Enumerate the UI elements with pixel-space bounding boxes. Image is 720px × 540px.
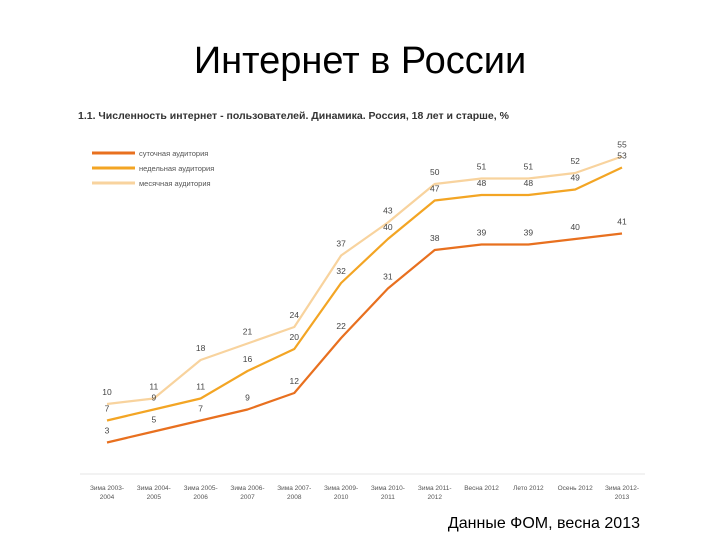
x-tick-label-0-1: 2004 (100, 494, 115, 501)
data-label-s2-0: 10 (102, 387, 112, 397)
series-line-1 (106, 166, 623, 422)
legend-label-1: недельная аудитория (139, 164, 214, 173)
data-label-s0-10: 40 (570, 222, 580, 232)
data-label-s0-8: 39 (477, 228, 487, 238)
x-tick-label-11-1: 2013 (615, 494, 630, 501)
x-tick-label-8-0: Весна 2012 (464, 485, 499, 492)
x-tick-label-7-0: Зима 2011- (418, 485, 452, 492)
data-label-s2-4: 24 (290, 310, 300, 320)
x-tick-label-6-1: 2011 (381, 494, 395, 501)
data-label-s1-8: 48 (477, 178, 487, 188)
data-label-s2-1: 11 (149, 382, 158, 392)
x-tick-label-1-0: Зима 2004- (137, 485, 171, 492)
data-label-s2-9: 51 (524, 162, 534, 172)
x-tick-label-3-0: Зима 2006- (230, 485, 264, 492)
data-label-s2-7: 50 (430, 167, 440, 177)
x-tick-label-3-1: 2007 (240, 494, 255, 501)
data-label-s0-3: 9 (245, 393, 250, 403)
slide-title: Интернет в России (193, 40, 527, 82)
data-label-s2-10: 52 (570, 156, 580, 166)
legend-label-0: суточная аудитория (139, 149, 208, 158)
x-tick-label-5-0: Зима 2009- (324, 485, 358, 492)
legend-label-2: месячная аудитория (139, 179, 211, 188)
data-label-s2-5: 37 (336, 239, 346, 249)
data-label-s1-11: 53 (617, 151, 627, 161)
x-tick-label-5-1: 2010 (334, 494, 349, 501)
x-tick-label-9-0: Лето 2012 (513, 485, 544, 492)
x-tick-label-0-0: Зима 2003- (90, 485, 124, 492)
x-tick-label-10-0: Осень 2012 (558, 485, 594, 492)
data-label-s0-1: 5 (151, 415, 156, 425)
data-label-s0-4: 12 (290, 376, 300, 386)
data-label-s0-2: 7 (198, 404, 203, 414)
series-line-2 (106, 155, 623, 406)
x-tick-label-2-1: 2006 (193, 494, 208, 501)
x-tick-label-6-0: Зима 2010- (371, 485, 405, 492)
data-label-s2-2: 18 (196, 343, 206, 353)
data-label-s0-6: 31 (383, 272, 393, 282)
x-tick-label-4-0: Зима 2007- (277, 485, 311, 492)
data-label-s1-0: 7 (105, 404, 110, 414)
data-label-s1-7: 47 (430, 184, 440, 194)
data-label-s1-9: 48 (524, 178, 534, 188)
x-tick-label-7-1: 2012 (427, 494, 442, 501)
x-tick-label-1-1: 2005 (147, 494, 162, 501)
data-label-s1-2: 11 (196, 382, 205, 392)
data-label-s1-5: 32 (336, 266, 346, 276)
data-label-s0-0: 3 (105, 426, 110, 436)
chart-series (106, 155, 623, 444)
data-label-s0-9: 39 (524, 228, 534, 238)
data-label-s1-1: 9 (151, 393, 156, 403)
data-label-s1-4: 20 (290, 332, 300, 342)
x-tick-label-11-0: Зима 2012- (605, 485, 639, 492)
series-line-0 (106, 232, 623, 444)
data-label-s0-5: 22 (336, 321, 346, 331)
data-label-s1-3: 16 (243, 354, 253, 364)
chart-legend: суточная аудитория недельная аудитория мес… (92, 149, 214, 188)
chart-title: 1.1. Численность интернет - пользователе… (78, 110, 509, 122)
data-label-s2-8: 51 (477, 162, 487, 172)
x-tick-label-4-1: 2008 (287, 494, 302, 501)
data-label-s0-7: 38 (430, 233, 440, 243)
data-label-s2-6: 43 (383, 206, 393, 216)
x-tick-label-2-0: Зима 2005- (184, 485, 218, 492)
x-axis-ticks: Зима 2003- 2004 Зима 2004- 2005 Зима 2005- 20… (90, 485, 639, 501)
source-note: Данные ФОМ, весна 2013 (447, 515, 640, 532)
data-label-s2-3: 21 (243, 327, 253, 337)
data-label-s0-11: 41 (617, 217, 627, 227)
data-label-s1-10: 49 (570, 173, 580, 183)
data-label-s2-11: 55 (617, 140, 627, 150)
data-label-s1-6: 40 (383, 222, 393, 232)
